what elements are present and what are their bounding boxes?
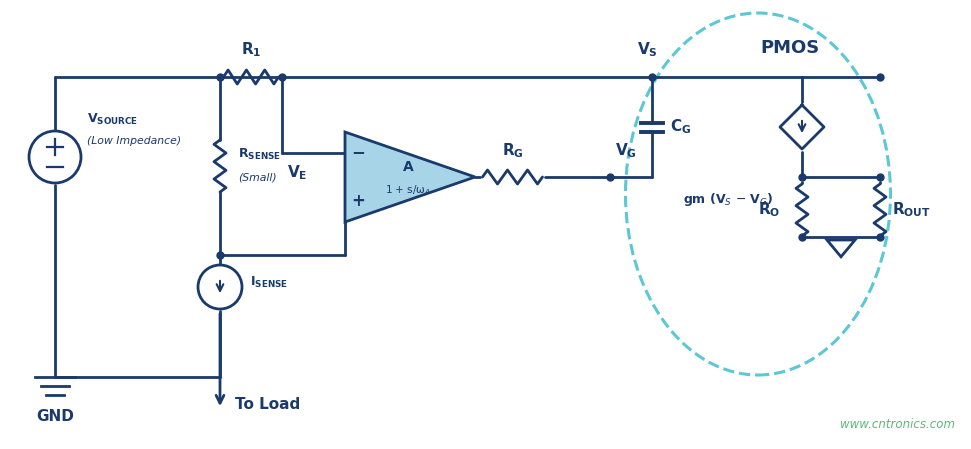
Text: $\mathbf{R_G}$: $\mathbf{R_G}$ — [502, 141, 523, 160]
Text: GND: GND — [36, 409, 74, 424]
Text: gm (V$_S$ $-$ V$_G$): gm (V$_S$ $-$ V$_G$) — [684, 190, 774, 207]
Text: www.cntronics.com: www.cntronics.com — [840, 418, 955, 431]
Text: $\mathbf{C_G}$: $\mathbf{C_G}$ — [670, 118, 691, 136]
Text: R$_\mathbf{1}$: R$_\mathbf{1}$ — [241, 40, 261, 59]
Text: −: − — [352, 143, 365, 161]
Text: $\mathbf{R_O}$: $\mathbf{R_O}$ — [757, 201, 780, 220]
Text: $\mathbf{V_G}$: $\mathbf{V_G}$ — [615, 141, 637, 160]
Text: $\mathbf{R_{SENSE}}$: $\mathbf{R_{SENSE}}$ — [238, 146, 281, 162]
Text: +: + — [352, 192, 365, 210]
Text: A: A — [403, 160, 414, 174]
Text: 1 + s/ω$_A$: 1 + s/ω$_A$ — [385, 183, 431, 197]
Text: (Small): (Small) — [238, 173, 277, 183]
Text: $\mathbf{R_{OUT}}$: $\mathbf{R_{OUT}}$ — [892, 201, 931, 220]
Text: $\mathbf{V_{SOURCE}}$: $\mathbf{V_{SOURCE}}$ — [87, 111, 138, 127]
Text: (Low Impedance): (Low Impedance) — [87, 136, 182, 146]
Text: $\mathbf{V_S}$: $\mathbf{V_S}$ — [637, 40, 657, 59]
Text: PMOS: PMOS — [760, 39, 820, 57]
Text: $\mathbf{V_E}$: $\mathbf{V_E}$ — [287, 163, 308, 182]
Text: $\mathbf{I_{SENSE}}$: $\mathbf{I_{SENSE}}$ — [250, 274, 288, 290]
Polygon shape — [345, 132, 475, 222]
Text: To Load: To Load — [235, 397, 300, 412]
